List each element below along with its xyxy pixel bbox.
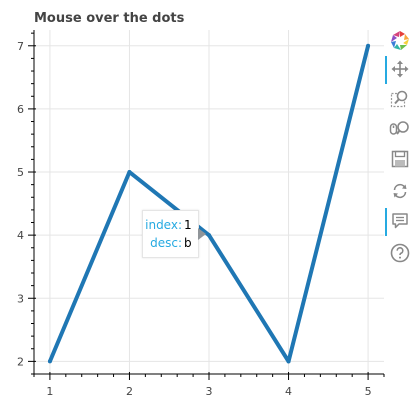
y-tick-label: 3 [17, 292, 24, 305]
x-tick-label: 3 [206, 385, 213, 398]
help-button[interactable] [385, 238, 415, 268]
hover-tooltip: index: 1 desc: b [142, 210, 206, 258]
y-tick-label: 5 [17, 166, 24, 179]
bokeh-logo-icon[interactable] [385, 26, 415, 56]
tooltip-value: 1 [184, 218, 192, 232]
data-point [286, 359, 291, 364]
tooltip-row-index: index: 1 [143, 217, 198, 233]
y-tick-label: 6 [17, 103, 24, 116]
y-tick-label: 7 [17, 40, 24, 53]
hover-icon [392, 213, 408, 229]
wheel-zoom-button[interactable] [385, 114, 415, 144]
pan-icon [391, 60, 409, 78]
pan-tool-button[interactable] [385, 54, 415, 84]
reset-button[interactable] [385, 176, 415, 206]
box-zoom-icon [390, 90, 408, 108]
tooltip-value: b [184, 236, 192, 250]
data-point [207, 233, 211, 238]
help-icon [390, 243, 410, 263]
chart-title: Mouse over the dots [34, 11, 185, 26]
x-tick-label: 4 [285, 385, 292, 398]
series-layer [47, 43, 371, 364]
x-tick-label: 1 [46, 385, 53, 398]
axes: 1 2 3 4 5 2 3 4 5 6 7 [17, 30, 385, 398]
box-zoom-button[interactable] [385, 84, 415, 114]
hover-tool-button[interactable] [385, 206, 415, 236]
data-point [47, 359, 52, 364]
y-tick-label: 4 [17, 229, 24, 242]
tooltip-row-desc: desc: b [143, 235, 198, 251]
y-tick-label: 2 [17, 355, 24, 368]
save-icon [391, 150, 409, 168]
x-tick-label: 5 [365, 385, 372, 398]
wheel-zoom-icon [389, 121, 409, 135]
save-button[interactable] [385, 144, 415, 174]
reset-icon [393, 183, 407, 199]
tooltip-label: index: [145, 218, 182, 232]
data-point [366, 43, 371, 48]
data-point [127, 170, 132, 175]
x-tick-label: 2 [126, 385, 133, 398]
tooltip-label: desc: [150, 236, 182, 250]
grid [34, 30, 384, 374]
